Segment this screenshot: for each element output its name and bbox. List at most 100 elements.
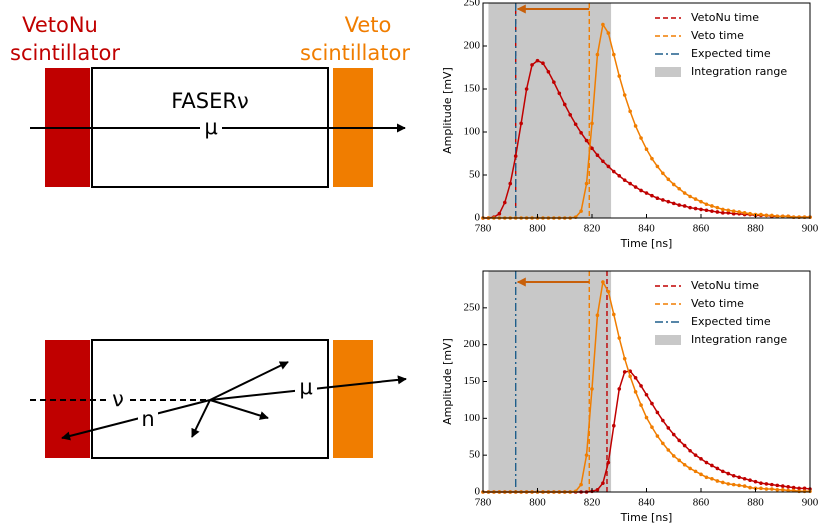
integration-span (488, 3, 612, 218)
y-tick-label: 0 (475, 486, 481, 498)
x-tick-label: 820 (584, 223, 601, 235)
data-point (666, 448, 671, 452)
diagram-bottom: ν n μ (30, 339, 407, 459)
data-point (797, 489, 801, 494)
legend-label: Expected time (691, 47, 771, 60)
veto-label: Veto (345, 13, 392, 37)
data-point (731, 482, 736, 487)
data-point (595, 313, 600, 318)
data-point (726, 482, 731, 486)
data-point (731, 473, 736, 478)
data-point (682, 204, 687, 208)
data-point (731, 211, 736, 216)
data-point (595, 153, 600, 158)
data-point (770, 482, 774, 487)
data-point (715, 210, 720, 214)
data-point (677, 203, 681, 207)
label-bg (138, 408, 158, 430)
x-tick-label: 780 (475, 497, 492, 509)
data-point (688, 466, 692, 471)
chart: 780 800 820 840 860 880 900 0 50 100 150 200 250 Time… (441, 0, 818, 250)
data-point (590, 121, 594, 126)
data-point (661, 171, 665, 176)
data-point (601, 280, 605, 284)
data-point (742, 476, 747, 481)
legend-swatch (655, 335, 681, 345)
data-point (546, 70, 551, 74)
legend-label: Integration range (691, 65, 787, 78)
data-point (655, 196, 660, 201)
data-point (797, 486, 801, 491)
data-point (677, 458, 681, 463)
data-point (710, 204, 714, 208)
data-point (606, 289, 611, 294)
label-bg (295, 377, 317, 399)
particle-label: μ (299, 375, 312, 399)
data-point (628, 374, 632, 379)
data-point (622, 178, 627, 182)
data-point (628, 181, 632, 186)
x-tick-label: 800 (529, 497, 546, 509)
data-point (590, 387, 594, 391)
data-point (764, 213, 769, 218)
data-point (622, 370, 627, 374)
data-point (737, 475, 741, 480)
particle-label: n (141, 407, 154, 431)
label-bg (200, 117, 222, 139)
data-point (666, 426, 671, 430)
data-point (612, 169, 616, 174)
data-point (612, 423, 616, 428)
data-point (513, 154, 518, 158)
legend-label: Veto time (691, 297, 744, 310)
data-point (579, 131, 583, 135)
data-point (655, 434, 660, 438)
data-point (775, 214, 780, 219)
y-tick-label: 150 (464, 375, 481, 387)
integration-span (488, 271, 612, 492)
veto-scintillator (333, 340, 373, 458)
data-point (775, 483, 780, 488)
track (209, 361, 289, 401)
x-axis-label: Time [ns] (620, 237, 673, 250)
vetonu-label: scintillator (10, 41, 120, 65)
y-tick-label: 200 (464, 338, 481, 350)
vetonu-label: VetoNu (22, 13, 98, 37)
data-point (671, 432, 676, 437)
data-point (682, 191, 687, 195)
data-point (775, 487, 780, 492)
data-point (579, 209, 583, 213)
x-tick-label: 860 (693, 497, 710, 509)
data-point (552, 80, 556, 84)
x-tick-label: 880 (747, 223, 764, 235)
legend-label: VetoNu time (691, 279, 759, 292)
data-point (503, 200, 507, 205)
data-point (688, 194, 692, 199)
data-point (748, 211, 752, 216)
y-tick-label: 50 (469, 449, 481, 461)
y-tick-label: 250 (464, 0, 481, 9)
data-point (595, 487, 600, 492)
x-axis-label: Time [ns] (620, 511, 673, 524)
data-point (590, 146, 594, 151)
data-point (573, 489, 578, 494)
data-point (633, 124, 638, 128)
data-point (655, 410, 660, 415)
data-point (699, 457, 703, 461)
data-point (601, 159, 605, 164)
veto-label: scintillator (300, 41, 410, 65)
particle-label: ν (112, 387, 124, 411)
data-point (693, 197, 698, 201)
data-point (573, 122, 578, 127)
data-point (693, 469, 698, 474)
data-point (715, 466, 720, 471)
data-point (693, 453, 698, 457)
data-point (584, 453, 589, 457)
data-point (639, 188, 643, 193)
data-point (650, 425, 654, 429)
data-point (530, 63, 534, 67)
data-point (726, 211, 731, 215)
chart: 780 800 820 840 860 880 900 0 50 100 150 200 250 Time… (441, 270, 818, 524)
data-point (639, 384, 643, 388)
data-point (639, 403, 643, 407)
